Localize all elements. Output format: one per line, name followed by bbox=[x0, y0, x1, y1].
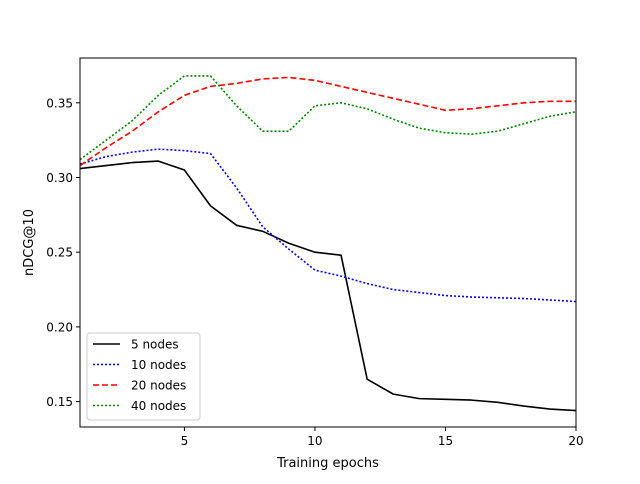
x-axis-ticks: 5 10 15 20 bbox=[181, 427, 584, 448]
x-tick-label: 15 bbox=[438, 434, 453, 448]
plot-frame bbox=[79, 57, 577, 428]
y-tick-label: 0.25 bbox=[46, 246, 73, 260]
y-axis-label: nDCG@10 bbox=[22, 209, 37, 276]
y-tick-label: 0.15 bbox=[46, 395, 73, 409]
y-axis-ticks: 0.15 0.20 0.25 0.30 0.35 bbox=[46, 96, 80, 409]
y-tick-label: 0.20 bbox=[46, 320, 73, 334]
legend-label: 20 nodes bbox=[131, 379, 186, 393]
legend-label: 10 nodes bbox=[131, 358, 186, 372]
x-tick-label: 10 bbox=[307, 434, 322, 448]
y-tick-label: 0.35 bbox=[46, 96, 73, 110]
series-line-5-nodes bbox=[79, 160, 577, 412]
x-tick-label: 5 bbox=[181, 434, 189, 448]
series-layer bbox=[79, 75, 577, 412]
legend: 5 nodes 10 nodes 20 nodes 40 nodes bbox=[86, 332, 201, 421]
legend-label: 40 nodes bbox=[131, 399, 186, 413]
series-line-20-nodes bbox=[79, 76, 576, 167]
legend-label: 5 nodes bbox=[131, 338, 179, 352]
x-axis-label: Training epochs bbox=[276, 456, 379, 471]
legend-box bbox=[86, 332, 201, 421]
series-line-10-nodes bbox=[79, 148, 577, 303]
x-tick-label: 20 bbox=[568, 434, 583, 448]
y-tick-label: 0.30 bbox=[46, 171, 73, 185]
